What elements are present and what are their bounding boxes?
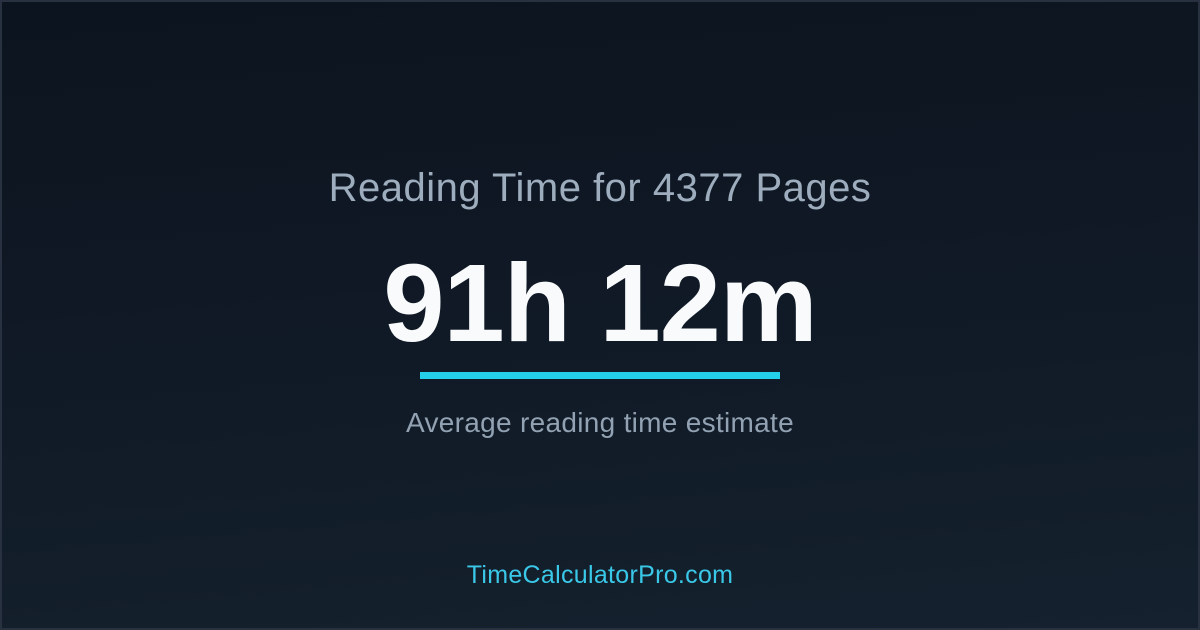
accent-underline [420,372,780,379]
page-title: Reading Time for 4377 Pages [328,166,872,210]
subtitle: Average reading time estimate [406,407,794,438]
reading-time-value: 91h 12m [383,242,817,365]
site-footer-domain: TimeCalculatorPro.com [466,561,734,589]
